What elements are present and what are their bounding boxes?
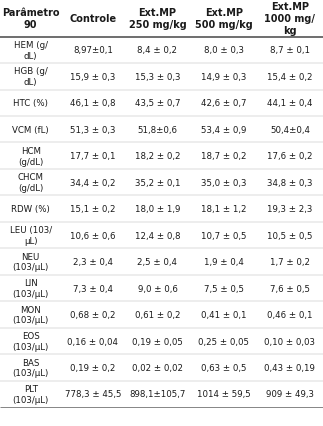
Text: 8,4 ± 0,2: 8,4 ± 0,2 [138, 46, 177, 55]
Text: 10,5 ± 0,5: 10,5 ± 0,5 [267, 231, 313, 240]
Text: 2,5 ± 0,4: 2,5 ± 0,4 [138, 257, 177, 267]
Text: 1,7 ± 0,2: 1,7 ± 0,2 [270, 257, 310, 267]
Text: 51,8±0,6: 51,8±0,6 [138, 125, 177, 135]
Text: 0,02 ± 0,02: 0,02 ± 0,02 [132, 363, 183, 372]
Text: 18,7 ± 0,2: 18,7 ± 0,2 [201, 152, 246, 161]
Text: 0,43 ± 0,19: 0,43 ± 0,19 [265, 363, 315, 372]
Text: Ext.MP
250 mg/kg: Ext.MP 250 mg/kg [129, 8, 186, 30]
Text: 10,6 ± 0,6: 10,6 ± 0,6 [70, 231, 116, 240]
Text: PLT
(103/μL): PLT (103/μL) [13, 384, 49, 404]
Text: LEU (103/
μL): LEU (103/ μL) [10, 226, 52, 245]
Text: HCM
(g/dL): HCM (g/dL) [18, 147, 43, 166]
Text: Ext.MP
500 mg/kg: Ext.MP 500 mg/kg [195, 8, 253, 30]
Text: HTC (%): HTC (%) [13, 99, 48, 108]
Text: 7,6 ± 0,5: 7,6 ± 0,5 [270, 284, 310, 293]
Text: 18,1 ± 1,2: 18,1 ± 1,2 [201, 204, 246, 214]
Text: 0,19 ± 0,2: 0,19 ± 0,2 [70, 363, 116, 372]
Text: 10,7 ± 0,5: 10,7 ± 0,5 [201, 231, 246, 240]
Text: EOS
(103/μL): EOS (103/μL) [13, 331, 49, 351]
Text: 0,63 ± 0,5: 0,63 ± 0,5 [201, 363, 246, 372]
Text: 19,3 ± 2,3: 19,3 ± 2,3 [267, 204, 313, 214]
Text: Ext.MP
1000 mg/
kg: Ext.MP 1000 mg/ kg [265, 2, 315, 36]
Text: 17,7 ± 0,1: 17,7 ± 0,1 [70, 152, 116, 161]
Text: 53,4 ± 0,9: 53,4 ± 0,9 [201, 125, 246, 135]
Text: 35,0 ± 0,3: 35,0 ± 0,3 [201, 178, 246, 187]
Text: 46,1 ± 0,8: 46,1 ± 0,8 [70, 99, 116, 108]
Text: 9,0 ± 0,6: 9,0 ± 0,6 [138, 284, 177, 293]
Text: 7,5 ± 0,5: 7,5 ± 0,5 [204, 284, 244, 293]
Text: 51,3 ± 0,3: 51,3 ± 0,3 [70, 125, 116, 135]
Text: 15,3 ± 0,3: 15,3 ± 0,3 [135, 72, 180, 82]
Text: MON
(103/μL): MON (103/μL) [13, 305, 49, 325]
Text: 898,1±105,7: 898,1±105,7 [129, 389, 186, 399]
Text: 2,3 ± 0,4: 2,3 ± 0,4 [73, 257, 113, 267]
Text: Controle: Controle [69, 14, 116, 24]
Text: 909 ± 49,3: 909 ± 49,3 [266, 389, 314, 399]
Text: 1014 ± 59,5: 1014 ± 59,5 [197, 389, 251, 399]
Text: 8,97±0,1: 8,97±0,1 [73, 46, 113, 55]
Text: CHCM
(g/dL): CHCM (g/dL) [18, 173, 44, 193]
Text: 17,6 ± 0,2: 17,6 ± 0,2 [267, 152, 313, 161]
Text: NEU
(103/μL): NEU (103/μL) [13, 252, 49, 272]
Text: 0,68 ± 0,2: 0,68 ± 0,2 [70, 310, 116, 320]
Text: 43,5 ± 0,7: 43,5 ± 0,7 [135, 99, 180, 108]
Text: 34,4 ± 0,2: 34,4 ± 0,2 [70, 178, 116, 187]
Text: 8,7 ± 0,1: 8,7 ± 0,1 [270, 46, 310, 55]
Text: 34,8 ± 0,3: 34,8 ± 0,3 [267, 178, 313, 187]
Text: 0,41 ± 0,1: 0,41 ± 0,1 [201, 310, 246, 320]
Text: BAS
(103/μL): BAS (103/μL) [13, 358, 49, 377]
Text: 0,19 ± 0,05: 0,19 ± 0,05 [132, 337, 183, 346]
Text: 8,0 ± 0,3: 8,0 ± 0,3 [204, 46, 244, 55]
Text: 0,16 ± 0,04: 0,16 ± 0,04 [68, 337, 118, 346]
Text: RDW (%): RDW (%) [11, 204, 50, 214]
Text: 0,25 ± 0,05: 0,25 ± 0,05 [198, 337, 249, 346]
Text: 50,4±0,4: 50,4±0,4 [270, 125, 310, 135]
Text: VCM (fL): VCM (fL) [12, 125, 49, 135]
Text: 778,3 ± 45,5: 778,3 ± 45,5 [65, 389, 121, 399]
Text: Parâmetro
90: Parâmetro 90 [2, 8, 59, 30]
Text: 18,0 ± 1,9: 18,0 ± 1,9 [135, 204, 180, 214]
Text: 42,6 ± 0,7: 42,6 ± 0,7 [201, 99, 246, 108]
Text: HGB (g/
dL): HGB (g/ dL) [14, 67, 47, 87]
Text: HEM (g/
dL): HEM (g/ dL) [14, 41, 48, 60]
Text: 18,2 ± 0,2: 18,2 ± 0,2 [135, 152, 180, 161]
Text: 14,9 ± 0,3: 14,9 ± 0,3 [201, 72, 246, 82]
Text: 0,46 ± 0,1: 0,46 ± 0,1 [267, 310, 313, 320]
Text: LIN
(103/μL): LIN (103/μL) [13, 279, 49, 298]
Text: 12,4 ± 0,8: 12,4 ± 0,8 [135, 231, 180, 240]
Text: 15,9 ± 0,3: 15,9 ± 0,3 [70, 72, 116, 82]
Text: 1,9 ± 0,4: 1,9 ± 0,4 [204, 257, 244, 267]
Text: 0,10 ± 0,03: 0,10 ± 0,03 [265, 337, 315, 346]
Text: 15,4 ± 0,2: 15,4 ± 0,2 [267, 72, 313, 82]
Text: 44,1 ± 0,4: 44,1 ± 0,4 [267, 99, 313, 108]
Text: 15,1 ± 0,2: 15,1 ± 0,2 [70, 204, 116, 214]
Text: 0,61 ± 0,2: 0,61 ± 0,2 [135, 310, 180, 320]
Text: 7,3 ± 0,4: 7,3 ± 0,4 [73, 284, 113, 293]
Text: 35,2 ± 0,1: 35,2 ± 0,1 [135, 178, 180, 187]
